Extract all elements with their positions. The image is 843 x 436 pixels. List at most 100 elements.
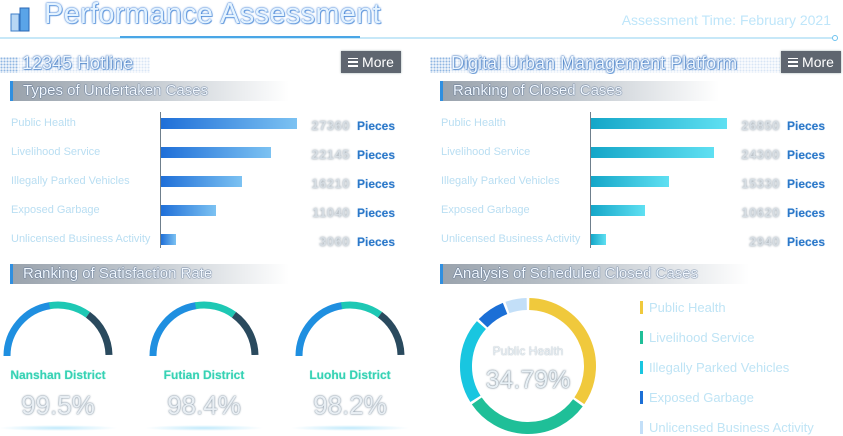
gauge-value: 99.5%: [21, 390, 95, 420]
donut-slice: [478, 302, 508, 328]
gauge-value: 98.4%: [167, 390, 241, 420]
bar-value: 2940: [749, 234, 780, 249]
legend-item: Illegally Parked Vehicles: [640, 360, 789, 375]
undertaken-cases-heading: Types of Undertaken Cases: [10, 81, 289, 101]
bar-unit: Pieces: [357, 148, 396, 162]
gauge-value: 98.2%: [313, 390, 387, 420]
legend-label: Livelihood Service: [649, 330, 755, 345]
right-panel-title: Digital Urban Management Platform: [451, 53, 738, 73]
legend-swatch: [640, 361, 643, 374]
donut-center-label: Public Health: [492, 344, 564, 358]
left-more-label: More: [362, 54, 394, 70]
bar: [161, 234, 177, 245]
gauge-arc-end: [377, 311, 405, 356]
category-label: Unlicensed Business Activity: [441, 233, 581, 245]
satisfaction-gauge: [149, 301, 259, 357]
donut-slice: [528, 298, 596, 405]
bar: [591, 147, 715, 158]
right-more-label: More: [802, 54, 834, 70]
legend-swatch: [640, 301, 643, 314]
bar-unit: Pieces: [357, 235, 396, 249]
left-more-button[interactable]: More: [341, 51, 401, 73]
gauge-arc-mid: [340, 301, 383, 318]
category-label: Illegally Parked Vehicles: [441, 175, 560, 187]
left-panel-dots-fade: [0, 57, 150, 73]
satisfaction-heading: Ranking of Satisfaction Rate: [10, 264, 289, 284]
bar: [161, 176, 242, 187]
legend-item: Livelihood Service: [640, 330, 755, 345]
header-divider: [0, 35, 838, 41]
bar-value: 26850: [741, 118, 780, 133]
legend-label: Illegally Parked Vehicles: [649, 360, 790, 375]
gauge-arc-mid: [194, 301, 237, 318]
category-label: Illegally Parked Vehicles: [11, 175, 130, 187]
donut-slice: [471, 397, 583, 434]
gauge-district-label: Nanshan District: [10, 368, 106, 382]
closed-cases-heading: Ranking of Closed Cases: [440, 81, 719, 101]
bar-unit: Pieces: [357, 206, 396, 220]
right-panel-dots: [430, 57, 450, 73]
gauge-arc-start: [149, 302, 197, 357]
bar-value: 10620: [741, 205, 780, 220]
category-label: Exposed Garbage: [441, 204, 530, 216]
legend-label: Exposed Garbage: [649, 390, 754, 405]
legend-swatch: [640, 391, 643, 404]
gauge-arc-end: [85, 311, 113, 356]
bar: [591, 118, 727, 129]
category-label: Livelihood Service: [11, 146, 101, 158]
legend-item: Public Health: [640, 300, 726, 315]
gauge-base-glow: [0, 425, 118, 431]
menu-icon: [788, 57, 799, 67]
category-label: Livelihood Service: [441, 146, 531, 158]
category-label: Public Health: [441, 117, 506, 129]
bar-unit: Pieces: [787, 119, 826, 133]
bar-unit: Pieces: [787, 148, 826, 162]
chart-axis: [160, 112, 161, 248]
legend-label: Public Health: [649, 300, 726, 315]
bar-value: 16210: [311, 176, 350, 191]
bar-value: 15330: [741, 176, 780, 191]
scheduled-closed-donut: [460, 298, 596, 434]
bar-value: 24300: [741, 147, 780, 162]
gauge-district-label: Luohu District: [309, 368, 391, 382]
gauge-base-glow: [144, 425, 264, 431]
legend-item: Unlicensed Business Activity: [640, 420, 814, 435]
right-more-button[interactable]: More: [781, 51, 841, 73]
bar-value: 22145: [311, 147, 350, 162]
bar-value: 27360: [311, 118, 350, 133]
bar-unit: Pieces: [357, 177, 396, 191]
bar: [591, 176, 669, 187]
legend-swatch: [640, 421, 643, 434]
bar: [161, 118, 297, 129]
donut-slice: [505, 298, 528, 314]
gauge-arc-start: [3, 302, 51, 357]
gauge-arc-end: [231, 311, 259, 356]
donut-slice: [460, 321, 487, 403]
bar-unit: Pieces: [787, 206, 826, 220]
assessment-time: Assessment Time: February 2021: [621, 12, 831, 28]
bar: [591, 234, 606, 245]
legend-swatch: [640, 331, 643, 344]
bar: [161, 147, 272, 158]
bar-unit: Pieces: [787, 235, 826, 249]
building-logo-icon: [10, 7, 30, 32]
chart-axis: [590, 112, 591, 248]
bar-unit: Pieces: [787, 177, 826, 191]
gauge-base-glow: [290, 425, 410, 431]
bar: [161, 205, 216, 216]
bar-value: 3060: [319, 234, 350, 249]
legend-label: Unlicensed Business Activity: [649, 420, 814, 435]
bar-unit: Pieces: [357, 119, 396, 133]
donut-center-value: 34.79%: [485, 366, 571, 394]
satisfaction-gauge: [295, 301, 405, 357]
gauge-arc-start: [295, 302, 343, 357]
left-panel-dots: [0, 57, 18, 73]
right-panel-dots-fade: [430, 57, 780, 73]
left-panel-title: 12345 Hotline: [22, 53, 134, 73]
category-label: Unlicensed Business Activity: [11, 233, 151, 245]
satisfaction-gauge: [3, 301, 113, 357]
category-label: Exposed Garbage: [11, 204, 100, 216]
legend-item: Exposed Garbage: [640, 390, 754, 405]
menu-icon: [348, 57, 359, 67]
gauge-arc-mid: [48, 301, 91, 318]
